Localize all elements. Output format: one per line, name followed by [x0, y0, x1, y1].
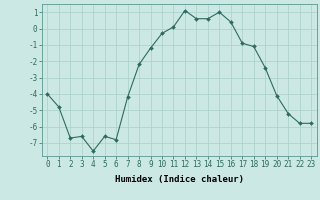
X-axis label: Humidex (Indice chaleur): Humidex (Indice chaleur)	[115, 175, 244, 184]
